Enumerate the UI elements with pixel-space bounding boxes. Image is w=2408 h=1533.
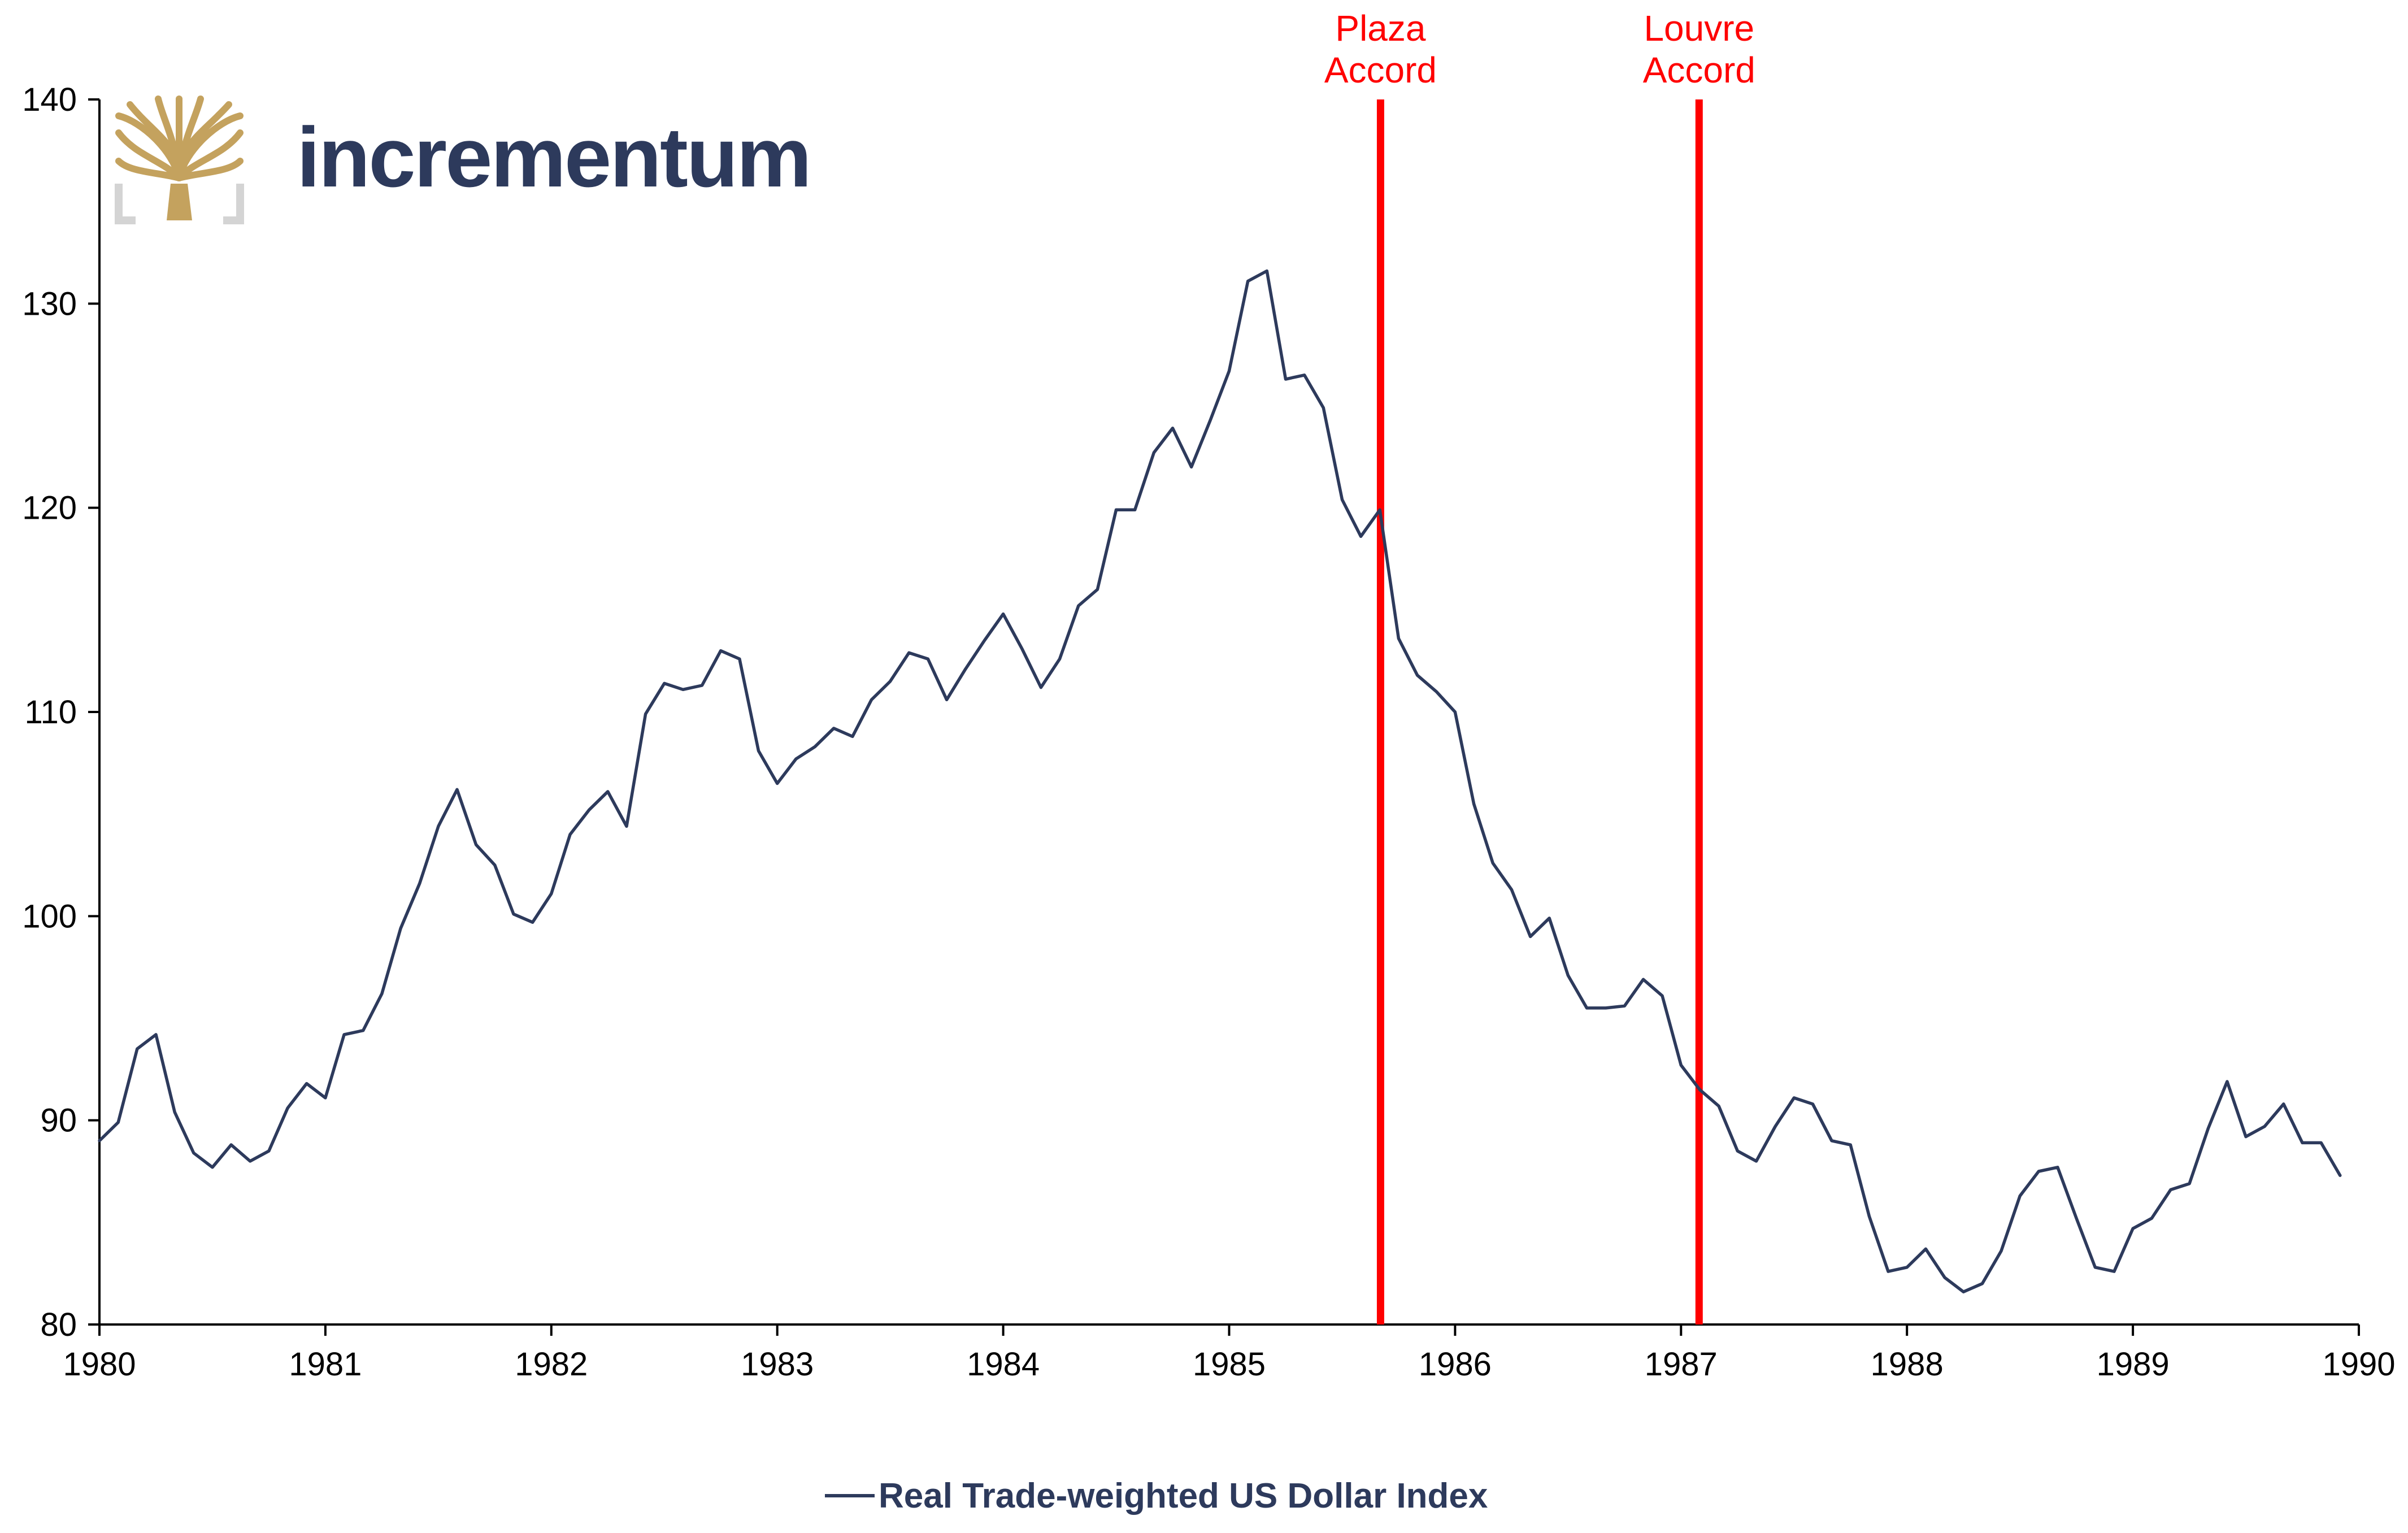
x-tick-label: 1986 [1419, 1346, 1492, 1383]
event-label-line1: Louvre [1644, 8, 1754, 49]
tree-icon [115, 95, 244, 224]
event-label-line1: Plaza [1335, 8, 1426, 49]
x-tick-label: 1989 [2097, 1346, 2170, 1383]
event-label-line2: Accord [1324, 50, 1437, 90]
y-tick-label: 90 [40, 1102, 77, 1139]
logo-wordmark: incrementum [297, 110, 810, 205]
x-ticks: 1980 1981 1982 1983 1984 1985 1986 1987 1988 1989… [63, 1324, 2396, 1383]
y-tick-label: 140 [22, 81, 77, 118]
y-ticks: 80 90 100 110 120 130 140 [22, 81, 99, 1343]
series-line [98, 269, 2342, 1293]
legend: Real Trade-weighted US Dollar Index [825, 1476, 1488, 1515]
y-tick-label: 120 [22, 490, 77, 527]
incrementum-logo: incrementum [115, 95, 812, 224]
y-tick-label: 130 [22, 285, 77, 322]
event-label-line2: Accord [1643, 50, 1755, 90]
y-tick-label: 80 [40, 1306, 77, 1343]
legend-label: Real Trade-weighted US Dollar Index [879, 1476, 1488, 1515]
axes [98, 99, 2359, 1326]
x-tick-label: 1984 [967, 1346, 1040, 1383]
y-tick-label: 110 [25, 694, 77, 731]
x-tick-label: 1982 [515, 1346, 588, 1383]
x-tick-label: 1987 [1645, 1346, 1718, 1383]
y-tick-label: 100 [22, 898, 77, 935]
series-layer [98, 269, 2342, 1293]
x-tick-label: 1980 [63, 1346, 136, 1383]
x-tick-label: 1985 [1193, 1346, 1266, 1383]
x-tick-label: 1988 [1871, 1346, 1944, 1383]
x-tick-label: 1981 [289, 1346, 362, 1383]
x-tick-label: 1983 [741, 1346, 814, 1383]
x-tick-label: 1990 [2322, 1346, 2395, 1383]
